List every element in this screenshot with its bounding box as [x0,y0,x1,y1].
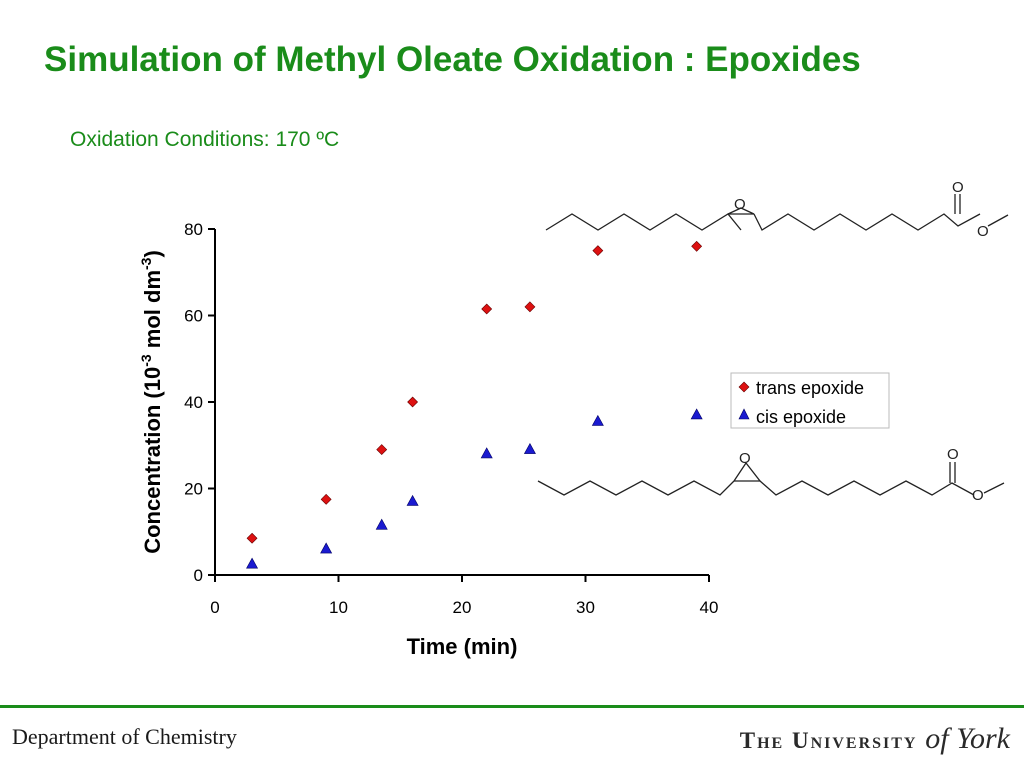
x-tick-label: 40 [700,598,719,617]
trans-epoxide-point [481,303,493,315]
trans-epoxide-point [407,396,419,408]
y-axis-title-sup1: -3 [138,354,154,367]
legend-cis-marker [738,408,750,420]
cis-epoxide-point [320,542,333,554]
y-axis-title-main: Concentration (10 [140,367,165,554]
x-axis-title: Time (min) [407,634,518,659]
y-axis-title-end: ) [140,250,165,257]
trans-epoxide-ring [727,207,755,215]
y-axis-title-mid: mol dm [140,270,165,354]
y-tick-label: 80 [184,220,203,239]
epoxide-scatter-chart: O O O O O O 0 20 40 60 80 0 10 20 30 40 Time (mi… [138,179,1009,659]
y-tick-label: 40 [184,393,203,412]
trans-ester-methyl [987,214,1009,227]
cis-epoxide-point [246,557,259,569]
legend: trans epoxide cis epoxide [730,372,890,429]
cis-epoxide-point [375,518,388,530]
trans-epoxide-point [246,532,258,544]
y-tick-label: 0 [194,566,203,585]
x-tick-label: 20 [453,598,472,617]
cis-chain-right [759,480,975,496]
footer-divider [0,705,1024,708]
trans-carbonyl-o-label: O [952,179,964,196]
cis-epoxide-point [523,442,536,454]
trans-epoxide-point [376,444,388,455]
university-logo: The University of York [740,722,1010,756]
trans-chain-left [545,213,742,231]
cis-carbonyl-o-label: O [947,446,959,463]
trans-epoxide-point [691,240,703,252]
trans-epoxide-point [320,493,332,505]
university-logo-script: of York [925,722,1010,755]
trans-epoxide-structure [545,194,1009,231]
cis-epoxide-point [480,447,493,459]
slide-title: Simulation of Methyl Oleate Oxidation : … [44,40,861,79]
legend-trans-marker [738,381,750,393]
y-axis-title: Concentration (10-3 mol dm-3) [138,250,165,554]
y-axis-title-sup2: -3 [138,257,154,270]
oxidation-conditions: Oxidation Conditions: 170 ºC [70,128,340,151]
cis-ester-o-label: O [972,487,984,504]
legend-cis-label: cis epoxide [756,407,846,427]
cis-epoxide-structure [537,461,1005,496]
legend-box [730,372,890,429]
department-name: Department of Chemistry [12,724,237,749]
cis-epoxide-point [591,414,604,426]
trans-epoxide-point [592,245,604,257]
cis-epoxide-ring [733,461,762,482]
x-tick-label: 0 [210,598,219,617]
legend-trans-label: trans epoxide [756,378,864,398]
trans-oxygen-label: O [734,196,746,213]
cis-oxygen-label: O [739,450,751,467]
x-tick-label: 10 [329,598,348,617]
trans-epoxide-point [524,301,536,313]
x-tick-label: 30 [576,598,595,617]
trans-ester-o-label: O [977,223,989,240]
cis-chain-left [537,480,735,496]
university-logo-main: The University [739,728,926,753]
y-tick-label: 60 [184,307,203,326]
cis-ester-methyl [983,482,1005,494]
cis-epoxide-point [406,494,419,506]
trans-chain-right [753,213,981,231]
cis-epoxide-point [690,408,703,420]
y-tick-label: 20 [184,480,203,499]
